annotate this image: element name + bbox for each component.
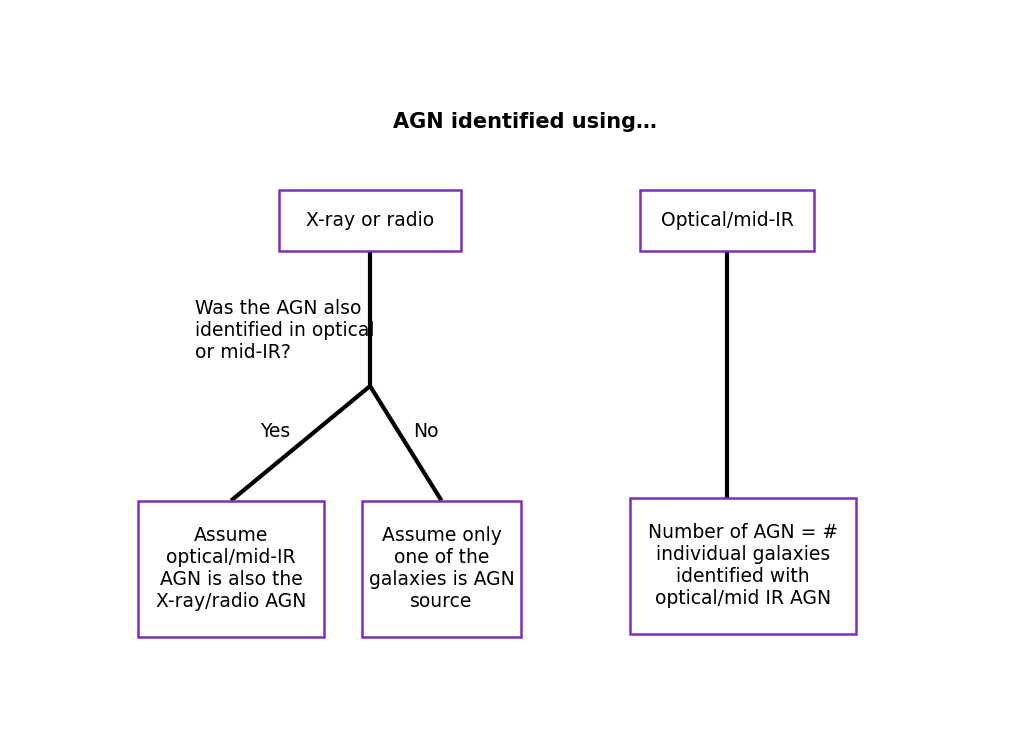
Text: Yes: Yes — [260, 422, 290, 441]
Text: AGN identified using…: AGN identified using… — [393, 112, 656, 133]
FancyBboxPatch shape — [362, 501, 521, 637]
FancyBboxPatch shape — [640, 191, 814, 252]
FancyBboxPatch shape — [630, 498, 856, 634]
Text: Optical/mid-IR: Optical/mid-IR — [660, 212, 794, 230]
Text: Was the AGN also
identified in optical
or mid-IR?: Was the AGN also identified in optical o… — [196, 300, 375, 362]
Text: No: No — [413, 422, 438, 441]
Text: X-ray or radio: X-ray or radio — [306, 212, 434, 230]
Text: Number of AGN = #
individual galaxies
identified with
optical/mid IR AGN: Number of AGN = # individual galaxies id… — [648, 523, 838, 608]
FancyBboxPatch shape — [279, 191, 462, 252]
FancyBboxPatch shape — [138, 501, 325, 637]
Text: Assume
optical/mid-IR
AGN is also the
X-ray/radio AGN: Assume optical/mid-IR AGN is also the X-… — [156, 526, 306, 611]
Text: Assume only
one of the
galaxies is AGN
source: Assume only one of the galaxies is AGN s… — [369, 526, 514, 611]
